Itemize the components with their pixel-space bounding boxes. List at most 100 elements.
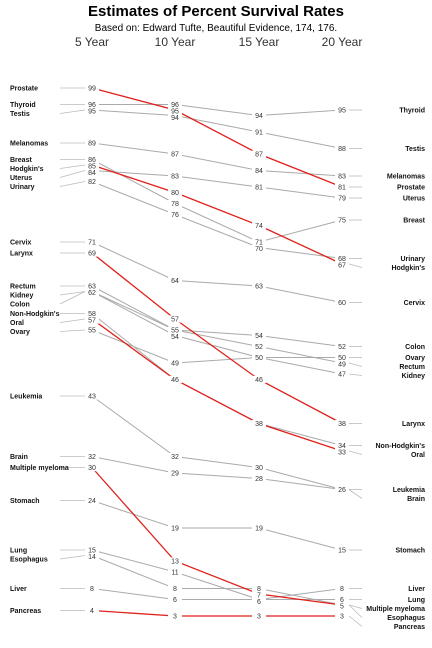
value-label-bg — [252, 597, 266, 606]
value-label-0-30: 30 — [88, 465, 96, 472]
value-label-bg — [252, 150, 266, 158]
leader-left-colon — [59, 291, 86, 305]
value-label-1-96: 96 — [171, 102, 179, 109]
value-label-bg — [252, 244, 266, 253]
series-name-left-colon: Colon — [10, 302, 30, 309]
value-label-bg — [168, 332, 182, 341]
series-name-right-colon: Colon — [405, 344, 425, 351]
value-label-1-29: 29 — [171, 470, 179, 477]
value-label-1-13: 13 — [171, 558, 179, 565]
series-name-left-kidney: Kidney — [10, 293, 33, 300]
series-name-right-pancreas: Pancreas — [394, 624, 425, 631]
value-label-0-43: 43 — [88, 393, 96, 400]
series-name-right-melanomas: Melanomas — [387, 174, 425, 181]
leader-left-hodgkin-s — [59, 164, 86, 169]
value-label-bg — [335, 261, 349, 269]
series-name-left-ovary: Ovary — [10, 329, 30, 336]
value-label-0-58: 58 — [88, 311, 96, 318]
value-label-2-74: 74 — [255, 223, 263, 230]
value-label-bg — [85, 392, 99, 400]
value-label-bg — [168, 557, 182, 565]
value-label-3-47: 47 — [338, 371, 346, 378]
leader-left-kidney — [59, 291, 86, 296]
value-label-bg — [252, 419, 266, 428]
value-label-bg — [335, 172, 349, 180]
leader-right-pancreas — [348, 615, 363, 627]
value-label-bg — [85, 238, 99, 246]
value-label-3-60: 60 — [338, 300, 346, 307]
value-label-bg — [85, 309, 99, 318]
value-label-3-67: 67 — [338, 262, 346, 269]
value-label-bg — [335, 254, 349, 263]
series-name-right-esophagus: Esophagus — [387, 615, 425, 622]
series-line-colon — [91, 291, 343, 347]
series-name-right-stomach: Stomach — [395, 548, 425, 555]
series-line-liver — [91, 588, 343, 600]
value-label-bg — [168, 595, 182, 604]
value-label-1-87: 87 — [171, 151, 179, 158]
value-label-0-14: 14 — [88, 554, 96, 561]
series-line-prostate — [91, 87, 343, 188]
leader-right-esophagus — [348, 604, 363, 618]
value-label-0-89: 89 — [88, 140, 96, 147]
value-label-0-63: 63 — [88, 283, 96, 290]
value-label-1-57: 57 — [171, 316, 179, 323]
series-name-left-brain: Brain — [10, 454, 28, 461]
value-label-2-46: 46 — [255, 377, 263, 384]
value-label-1-49: 49 — [171, 360, 179, 367]
leader-left-oral — [59, 318, 86, 323]
value-label-0-84: 84 — [88, 170, 96, 177]
leader-right-rectum — [348, 362, 363, 367]
series-name-right-lung: Lung — [408, 597, 425, 604]
value-label-2-3: 3 — [257, 613, 261, 620]
leader-left-uterus — [59, 170, 86, 178]
series-line-multiple-myeloma — [91, 467, 343, 606]
value-label-bg — [335, 448, 349, 456]
value-label-2-8: 8 — [257, 586, 261, 593]
value-label-2-94: 94 — [255, 113, 263, 120]
series-name-left-melanomas: Melanomas — [10, 141, 48, 148]
value-label-2-87: 87 — [255, 151, 263, 158]
value-label-bg — [85, 155, 99, 164]
value-label-1-83: 83 — [171, 173, 179, 180]
value-label-2-63: 63 — [255, 283, 263, 290]
value-label-bg — [252, 111, 266, 120]
value-label-bg — [335, 584, 349, 593]
value-label-2-70: 70 — [255, 246, 263, 253]
value-label-bg — [168, 199, 182, 208]
series-name-right-liver: Liver — [408, 586, 425, 593]
value-label-bg — [335, 612, 349, 620]
leader-right-hodgkin-s — [348, 263, 363, 268]
value-label-bg — [252, 463, 266, 472]
value-label-2-52: 52 — [255, 344, 263, 351]
value-label-bg — [252, 282, 266, 290]
value-label-1-3: 3 — [173, 613, 177, 620]
value-label-bg — [252, 331, 266, 340]
series-name-left-stomach: Stomach — [10, 498, 40, 505]
value-label-bg — [252, 128, 266, 136]
value-label-bg — [168, 524, 182, 532]
value-label-1-95: 95 — [171, 108, 179, 115]
value-label-2-19: 19 — [255, 525, 263, 532]
value-label-3-3: 3 — [340, 613, 344, 620]
value-label-2-71: 71 — [255, 239, 263, 246]
value-label-0-55: 55 — [88, 327, 96, 334]
series-lines — [91, 104, 343, 606]
value-label-3-79: 79 — [338, 195, 346, 202]
value-label-bg — [335, 342, 349, 351]
value-label-bg — [252, 524, 266, 532]
series-name-left-oral: Oral — [10, 320, 24, 327]
value-label-bg — [168, 188, 182, 197]
value-label-bg — [252, 375, 266, 384]
series-line-rectum — [91, 285, 343, 364]
value-label-1-6: 6 — [173, 597, 177, 604]
value-label-bg — [85, 100, 99, 109]
series-line-testis — [91, 109, 343, 149]
value-label-0-99: 99 — [88, 85, 96, 92]
series-name-right-rectum: Rectum — [399, 364, 425, 371]
value-label-bg — [335, 602, 349, 610]
series-line-hodgkin-s — [91, 164, 343, 265]
value-label-bg — [335, 353, 349, 362]
series-name-right-non-hodgkin-s: Non-Hodgkin's — [376, 443, 426, 450]
value-label-0-32: 32 — [88, 454, 96, 461]
